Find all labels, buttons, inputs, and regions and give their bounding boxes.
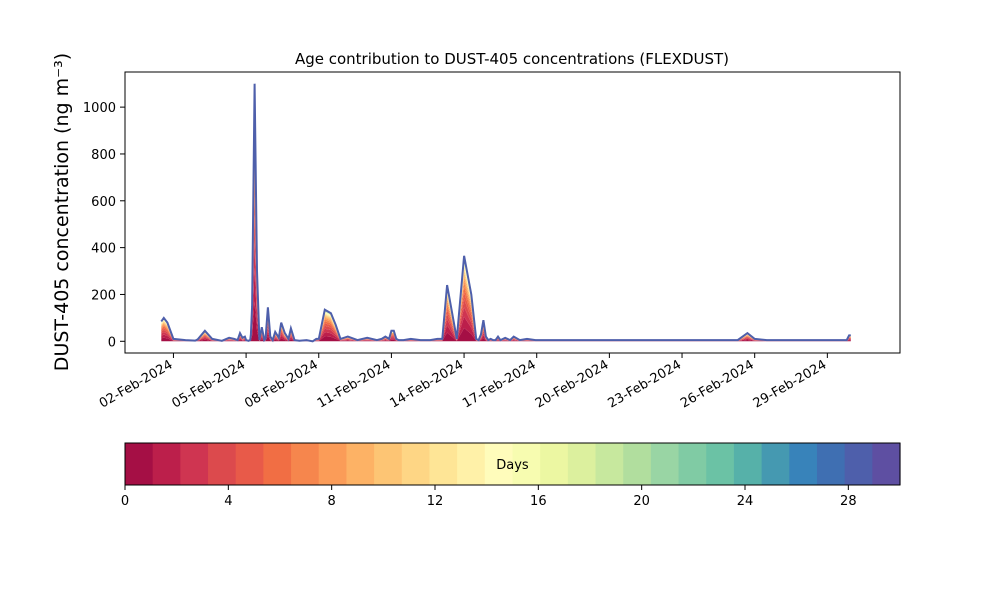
age-band-area-27 (161, 83, 851, 342)
colorbar: Days 0 4 8 12 16 20 24 28 (121, 442, 901, 509)
age-band-area-19 (161, 90, 851, 342)
y-tick-label: 200 (91, 288, 116, 303)
colorbar-segment-1 (152, 443, 181, 485)
colorbar-tick-label: 12 (427, 494, 444, 509)
age-band-area-6 (161, 162, 851, 342)
colorbar-segment-4 (235, 443, 264, 485)
age-band-area-9 (161, 130, 851, 342)
colorbar-segment-13 (484, 443, 514, 485)
colorbar-segment-5 (263, 443, 292, 485)
age-band-area-17 (161, 94, 851, 342)
colorbar-segment-16 (567, 443, 597, 485)
colorbar-segment-25 (816, 443, 846, 485)
x-tick-label: 08-Feb-2024 (242, 357, 321, 411)
colorbar-segment-2 (180, 443, 209, 485)
age-band-area-15 (161, 99, 851, 342)
age-band-area-25 (161, 84, 851, 342)
age-band-area-8 (161, 139, 851, 342)
colorbar-frame (124, 442, 901, 486)
age-band-area-22 (161, 86, 851, 342)
y-tick-label: 800 (91, 148, 116, 163)
colorbar-segment-0 (125, 443, 154, 485)
age-band-area-23 (161, 86, 851, 342)
colorbar-tick-label: 28 (840, 494, 857, 509)
y-tick-label: 0 (108, 335, 116, 350)
colorbar-tick-label: 16 (530, 494, 547, 509)
x-tick-label: 11-Feb-2024 (315, 357, 394, 411)
age-band-area-14 (161, 102, 851, 342)
x-tick-label: 14-Feb-2024 (388, 357, 467, 411)
colorbar-segment-17 (595, 443, 624, 485)
age-band-area-7 (161, 149, 851, 342)
colorbar-segment-12 (457, 443, 486, 485)
colorbar-segment-11 (429, 443, 458, 485)
age-band-area-18 (161, 92, 851, 342)
age-band-area-13 (161, 106, 851, 342)
colorbar-segment-26 (844, 443, 873, 485)
colorbar-segment-21 (706, 443, 735, 485)
total-concentration-line (160, 83, 851, 343)
colorbar-tick-label: 4 (224, 494, 232, 509)
age-band-area-11 (161, 116, 851, 342)
y-tick-label: 1000 (83, 101, 116, 116)
age-band-area-24 (161, 85, 851, 342)
x-tick-label: 29-Feb-2024 (751, 357, 830, 411)
age-band-area-10 (161, 122, 851, 342)
colorbar-tick-label: 0 (121, 494, 129, 509)
colorbar-segment-23 (761, 443, 790, 485)
age-band-area-21 (161, 87, 851, 342)
colorbar-segment-22 (733, 443, 763, 485)
colorbar-segment-3 (208, 443, 237, 485)
colorbar-segment-18 (623, 443, 652, 485)
colorbar-segment-7 (318, 443, 348, 485)
plot-area: 0 200 400 600 800 1000 02-Feb-202405-Feb-20240… (83, 71, 901, 411)
colorbar-segment-24 (789, 443, 818, 485)
colorbar-segment-9 (374, 443, 403, 485)
colorbar-segment-10 (401, 443, 431, 485)
x-tick-label: 02-Feb-2024 (97, 357, 176, 411)
colorbar-segment-27 (872, 443, 901, 485)
colorbar-segment-20 (678, 443, 707, 485)
age-band-area-2 (161, 239, 851, 342)
colorbar-segment-8 (346, 443, 375, 485)
chart-title: Age contribution to DUST-405 concentrati… (295, 50, 729, 68)
x-tick-label: 26-Feb-2024 (678, 357, 757, 411)
age-band-area-20 (161, 89, 851, 342)
age-band-area-12 (161, 111, 851, 342)
colorbar-segment-15 (540, 443, 569, 485)
colorbar-tick-label: 8 (328, 494, 336, 509)
colorbar-segment-14 (512, 443, 541, 485)
colorbar-label: Days (496, 458, 529, 473)
colorbar-segment-6 (291, 443, 320, 485)
y-tick-label: 600 (91, 195, 116, 210)
colorbar-segment-19 (650, 443, 680, 485)
colorbar-tick-label: 24 (737, 494, 754, 509)
age-band-area-3 (161, 214, 851, 342)
colorbar-tick-label: 20 (633, 494, 650, 509)
age-band-area-4 (161, 194, 851, 342)
x-tick-label: 20-Feb-2024 (533, 357, 612, 411)
age-band-area-1 (161, 267, 851, 342)
x-tick-label: 05-Feb-2024 (170, 357, 249, 411)
age-band-area-5 (161, 176, 851, 342)
y-tick-label: 400 (91, 242, 116, 257)
age-band-area-26 (161, 84, 851, 342)
age-band-area-16 (161, 96, 851, 342)
x-tick-label: 17-Feb-2024 (460, 357, 539, 411)
plot-frame (124, 71, 901, 354)
x-tick-label: 23-Feb-2024 (605, 357, 684, 411)
y-axis-label: DUST-405 concentration (ng m⁻³) (51, 53, 73, 371)
stacked-areas (161, 83, 851, 342)
